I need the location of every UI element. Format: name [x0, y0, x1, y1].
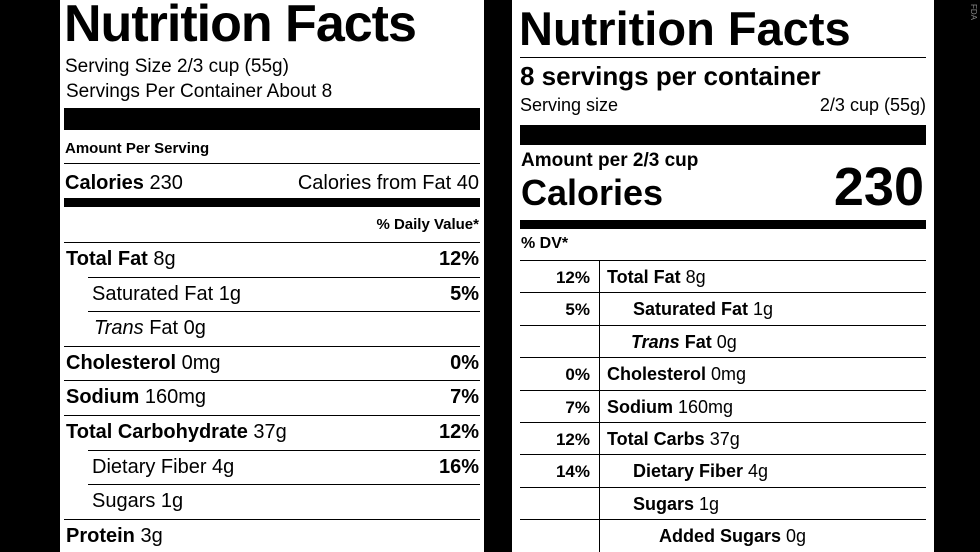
serving-size-label: Serving size: [520, 95, 619, 115]
nutrient-row: Cholesterol 0mg 0%: [60, 345, 484, 381]
row-divider: [88, 311, 480, 313]
row-divider: [520, 486, 926, 488]
servings-per-container: Servings Per Container About 8: [66, 81, 333, 102]
daily-value-header: % DV*: [521, 235, 569, 252]
row-divider: [520, 454, 926, 456]
row-divider: [64, 242, 480, 243]
nutrient-name: Total Fat 8g: [66, 248, 176, 270]
amount-per-serving: Amount Per Serving: [65, 140, 210, 157]
daily-value-header: % Daily Value*: [376, 216, 479, 233]
calories-value: 230: [833, 157, 924, 217]
amount-per-serving: Amount per 2/3 cup: [521, 150, 699, 171]
nutrient-daily-value: 0%: [450, 351, 479, 374]
nutrient-row: Added Sugars 0g: [512, 519, 934, 551]
row-divider: [520, 519, 926, 521]
thick-divider: [64, 198, 480, 207]
nutrient-daily-value: 5%: [565, 300, 590, 320]
nutrient-name: Trans Fat 0g: [631, 331, 737, 352]
nutrient-daily-value: 12%: [555, 268, 590, 287]
thick-divider: [520, 220, 926, 229]
nutrient-row: Total Carbohydrate 37g 12%: [60, 415, 484, 450]
nutrient-row: 12% Total Carbs 37g: [512, 422, 934, 456]
row-divider: [520, 324, 926, 326]
nutrient-name: Added Sugars 0g: [659, 526, 807, 547]
nutrient-daily-value: 16%: [438, 455, 479, 478]
calories-label: Calories: [521, 172, 664, 213]
row-divider: [88, 276, 480, 278]
row-divider: [64, 415, 480, 416]
nutrient-row: Trans Fat 0g: [512, 325, 934, 359]
row-divider: [520, 389, 926, 391]
nutrient-name: Sodium 160mg: [66, 386, 207, 409]
calories-label: Calories: [65, 172, 144, 194]
nutrient-row: Dietary Fiber 4g 16%: [60, 449, 484, 485]
label-title: Nutrition Facts: [64, 0, 417, 53]
column-divider: [599, 260, 600, 552]
nutrient-daily-value: 12%: [438, 421, 479, 443]
nutrient-name: Sodium 160mg: [607, 396, 734, 417]
nutrient-name: Sugars 1g: [633, 493, 720, 514]
nutrient-daily-value: 7%: [565, 397, 590, 417]
servings-per-container: 8 servings per container: [520, 61, 821, 91]
row-divider: [520, 421, 926, 423]
calories-value: 230: [149, 172, 183, 194]
nutrient-name: Saturated Fat 1g: [633, 299, 774, 320]
nutrient-row: Sugars 1g: [512, 487, 934, 521]
row-divider: [88, 484, 480, 486]
thick-divider: [520, 125, 926, 145]
current-nutrition-label: Nutrition Facts Serving Size 2/3 cup (55…: [60, 0, 484, 552]
nutrient-name: Cholesterol 0mg: [66, 351, 221, 374]
nutrient-name: Trans Fat 0g: [94, 317, 206, 340]
nutrient-daily-value: 12%: [438, 248, 479, 270]
nutrient-row: Total Fat 8g 12%: [60, 242, 484, 277]
nutrient-name: Dietary Fiber 4g: [633, 461, 769, 482]
label-title: Nutrition Facts: [519, 2, 851, 55]
nutrient-daily-value: 7%: [450, 386, 479, 409]
nutrient-row: Saturated Fat 1g 5%: [60, 276, 484, 312]
nutrient-name: Total Fat 8g: [607, 267, 706, 287]
nutrient-row: Sodium 160mg 7%: [60, 380, 484, 415]
row-divider: [64, 380, 480, 382]
serving-size-value: 2/3 cup (55g): [819, 95, 926, 115]
row-divider: [520, 357, 926, 359]
divider: [520, 57, 926, 58]
nutrient-row: 12% Total Fat 8g: [512, 260, 934, 294]
nutrient-name: Saturated Fat 1g: [92, 282, 241, 305]
nutrient-row: 5% Saturated Fat 1g: [512, 292, 934, 326]
nutrient-row: Protein 3g: [60, 518, 484, 552]
nutrient-name: Cholesterol 0mg: [607, 364, 747, 385]
nutrient-row: 7% Sodium 160mg: [512, 390, 934, 423]
row-divider: [64, 518, 480, 520]
row-divider: [520, 292, 926, 294]
calories-from-fat: Calories from Fat 40: [297, 172, 479, 194]
proposed-nutrition-label: Nutrition Facts 8 servings per container…: [512, 0, 934, 552]
nutrient-row: Sugars 1g: [60, 484, 484, 519]
nutrient-name: Total Carbs 37g: [607, 429, 740, 449]
credit: FDA: [969, 4, 978, 20]
nutrient-row: 0% Cholesterol 0mg: [512, 357, 934, 391]
divider: [520, 260, 926, 261]
nutrient-daily-value: 5%: [450, 282, 479, 305]
divider: [64, 163, 480, 164]
nutrient-name: Dietary Fiber 4g: [92, 455, 235, 478]
serving-size: Serving Size 2/3 cup (55g): [65, 56, 289, 77]
nutrient-row: 14% Dietary Fiber 4g: [512, 454, 934, 488]
nutrient-daily-value: 14%: [555, 462, 590, 482]
nutrient-row: Trans Fat 0g: [60, 311, 484, 346]
row-divider: [64, 345, 480, 347]
nutrient-daily-value: 12%: [555, 430, 590, 449]
nutrient-name: Total Carbohydrate 37g: [66, 421, 287, 443]
row-divider: [88, 449, 480, 451]
nutrient-name: Sugars 1g: [92, 490, 184, 513]
calories-row: Calories 230: [65, 173, 183, 193]
nutrient-name: Protein 3g: [66, 524, 163, 547]
thick-divider: [64, 108, 480, 130]
nutrient-daily-value: 0%: [565, 365, 590, 385]
